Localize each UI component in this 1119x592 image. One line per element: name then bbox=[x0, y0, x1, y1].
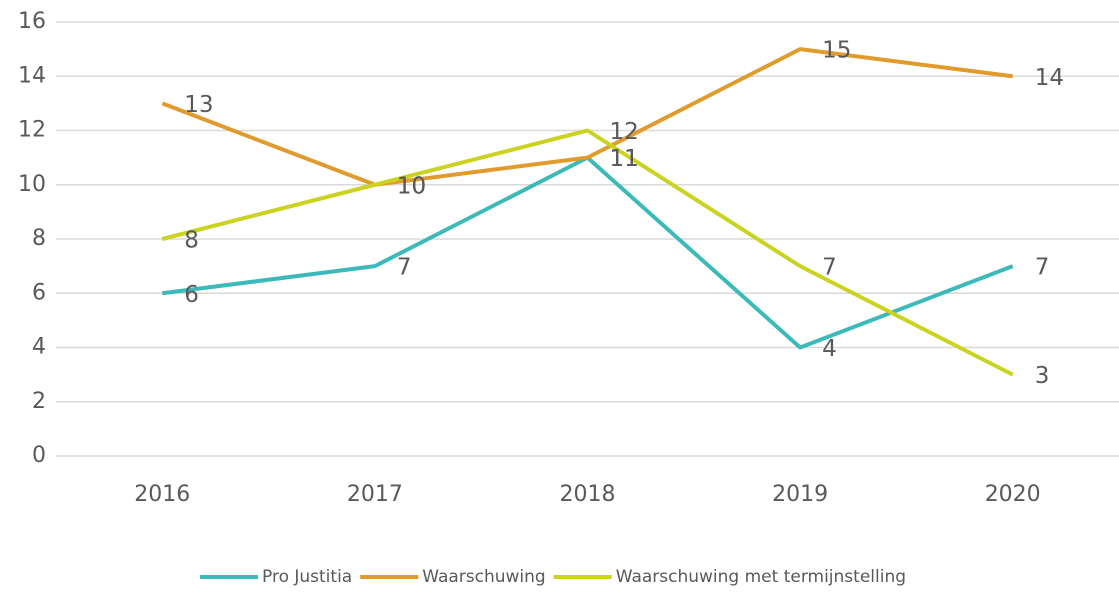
x-tick-label: 2016 bbox=[134, 482, 190, 507]
x-tick-label: 2018 bbox=[560, 482, 616, 507]
data-label: 8 bbox=[184, 228, 199, 254]
data-label: 7 bbox=[1035, 255, 1050, 281]
data-label: 11 bbox=[610, 146, 639, 172]
data-label: 6 bbox=[184, 282, 199, 308]
y-tick-label: 14 bbox=[18, 63, 46, 88]
data-label: 15 bbox=[822, 38, 851, 64]
y-tick-label: 6 bbox=[32, 280, 46, 305]
x-tick-label: 2020 bbox=[985, 482, 1041, 507]
y-tick-label: 0 bbox=[32, 443, 46, 468]
data-label: 7 bbox=[397, 255, 412, 281]
x-tick-label: 2017 bbox=[347, 482, 403, 507]
data-label: 7 bbox=[822, 255, 837, 281]
data-label: 10 bbox=[397, 173, 426, 199]
legend-label: Waarschuwing met termijnstelling bbox=[616, 567, 906, 587]
y-tick-label: 2 bbox=[32, 389, 46, 414]
data-label: 12 bbox=[610, 119, 639, 145]
legend-label: Waarschuwing bbox=[422, 567, 546, 587]
data-label: 13 bbox=[184, 92, 213, 118]
y-tick-label: 12 bbox=[18, 118, 46, 143]
line bbox=[162, 155, 1014, 350]
data-label: 11 bbox=[610, 146, 639, 172]
data-label: 14 bbox=[1035, 65, 1064, 91]
data-label: 4 bbox=[822, 336, 837, 362]
line bbox=[161, 47, 1013, 187]
line bbox=[161, 128, 1014, 377]
y-tick-label: 16 bbox=[18, 9, 46, 34]
y-tick-label: 4 bbox=[32, 335, 46, 360]
data-label: 3 bbox=[1035, 363, 1050, 389]
legend-label: Pro Justitia bbox=[262, 567, 352, 587]
y-tick-label: 8 bbox=[32, 226, 46, 251]
data-label: 10 bbox=[397, 173, 426, 199]
x-tick-label: 2019 bbox=[772, 482, 828, 507]
y-tick-label: 10 bbox=[18, 172, 46, 197]
